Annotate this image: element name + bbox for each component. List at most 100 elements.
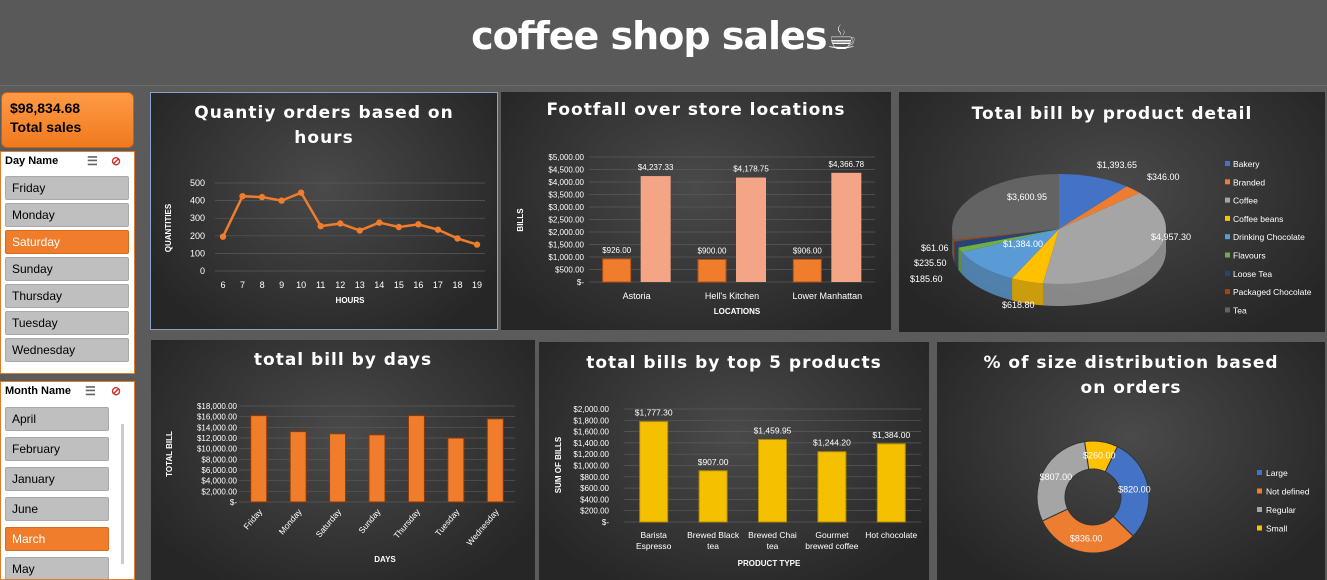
multi-select-icon[interactable]: ☰ (87, 154, 98, 168)
legend-label: Not defined (1266, 487, 1310, 497)
bar (697, 259, 727, 283)
slicer-item-friday[interactable]: Friday (5, 176, 129, 200)
slicer-item-june[interactable]: June (5, 497, 109, 521)
footfall-bar-chart: $- $500.00 $1,000.00 $1,500.00 $2,000.00 $2,5… (516, 153, 875, 316)
x-tick-label: 7 (240, 280, 245, 290)
slicer-item-sunday[interactable]: Sunday (5, 257, 129, 281)
legend-swatch (1257, 525, 1262, 531)
y-tick-label: $18,000.00 (197, 402, 238, 411)
data-label: $185.60 (910, 274, 943, 284)
data-label: $346.00 (1147, 172, 1180, 182)
x-tick-label: Lower Manhattan (793, 291, 863, 301)
top5-chart-panel: total bills by top 5 products $- $200.00 $… (539, 342, 929, 580)
data-point (454, 235, 461, 242)
x-tick-label: 15 (394, 280, 404, 290)
slicer-item-february[interactable]: February (5, 437, 109, 461)
data-point (395, 223, 403, 231)
y-tick-label: $16,000.00 (197, 413, 238, 422)
footfall-chart-panel: Footfall over store locations $- $500.00 $… (501, 92, 891, 330)
x-tick-label: Sunday (356, 506, 383, 535)
page-title: coffee shop sales☕ (471, 14, 857, 58)
slicer-item-january[interactable]: January (5, 467, 109, 491)
pie-slice-side (1042, 229, 1166, 306)
data-label: $1,777.30 (635, 408, 673, 418)
pie-slice-side (958, 247, 963, 275)
legend-label: Branded (1233, 177, 1265, 187)
clear-filter-icon[interactable]: ⊘ (111, 384, 122, 398)
legend-swatch (1225, 215, 1230, 221)
donut-slice (1041, 508, 1134, 554)
x-tick-label: Hell's Kitchen (705, 291, 759, 301)
donut-slice (1084, 440, 1119, 473)
x-tick-label: tea (767, 541, 779, 551)
y-tick-label: $2,000.00 (201, 487, 237, 496)
legend-label: Tea (1233, 305, 1247, 315)
data-label: $4,178.75 (733, 165, 769, 174)
legend-label: Coffee beans (1233, 214, 1283, 224)
slicer-item-april[interactable]: April (5, 407, 109, 431)
x-tick-label: brewed coffee (805, 541, 859, 551)
x-tick-label: Saturday (314, 506, 344, 539)
legend-swatch (1257, 470, 1262, 475)
chart-title: Total bill by product detail (971, 104, 1253, 124)
x-tick-label: tea (707, 541, 719, 551)
multi-select-icon[interactable]: ☰ (85, 384, 96, 398)
slicer-item-may[interactable]: May (5, 557, 109, 579)
top5-bar-chart: $- $200.00 $400.00 $600.00 $800.00 $1,000.00 $… (554, 405, 921, 568)
y-tick-label: $- (230, 498, 237, 507)
series-line (221, 191, 478, 246)
x-tick-label: Espresso (636, 541, 672, 551)
legend-label: Regular (1266, 505, 1296, 515)
legend-label: Loose Tea (1233, 269, 1272, 279)
y-axis-title: SUM OF BILLS (554, 436, 563, 493)
pie-slice (1059, 174, 1127, 229)
x-axis-title: LOCATIONS (714, 307, 761, 316)
x-tick-label: Brewed Chai (748, 530, 797, 540)
slicer-scrollbar[interactable] (121, 424, 124, 564)
legend-swatch (1257, 488, 1262, 494)
pie-slice-side (1012, 278, 1043, 306)
x-tick-label: Astoria (623, 291, 651, 301)
donut-slice (1036, 441, 1090, 522)
data-label: $260.00 (1083, 450, 1116, 460)
y-tick-label: $2,000.00 (573, 405, 609, 414)
bar (486, 418, 504, 503)
chart-title: total bill by days (253, 350, 433, 370)
data-point (219, 233, 227, 240)
header-band (0, 0, 1327, 86)
slicer-item-wednesday[interactable]: Wednesday (5, 338, 129, 362)
slicer-item-monday[interactable]: Monday (5, 203, 129, 227)
slicer-item-march[interactable]: March (5, 527, 109, 551)
y-axis-title: TOTAL BILL (165, 431, 174, 477)
y-tick-label: $400.00 (580, 495, 609, 504)
total-sales-label: Total sales (10, 119, 82, 135)
data-point (415, 221, 422, 228)
x-tick-label: 14 (374, 280, 384, 290)
y-tick-label: $1,500.00 (548, 241, 584, 250)
data-label: $1,459.95 (754, 426, 792, 436)
pie-slice (954, 229, 1059, 248)
data-label: $907.00 (698, 457, 729, 467)
data-label: $3,600.95 (1007, 192, 1047, 202)
slicer-item-tuesday[interactable]: Tuesday (5, 311, 129, 335)
bar (698, 470, 728, 523)
legend-label: Large (1266, 468, 1288, 478)
y-tick-label: $14,000.00 (197, 423, 238, 432)
x-tick-label: 12 (335, 280, 345, 290)
pie-slice (962, 229, 1059, 279)
days-chart-panel: total bill by days $- $2,000.00 $4,000.00 $… (151, 340, 535, 580)
coffee-cup-icon: ☕ (826, 18, 857, 58)
y-axis-title: BILLS (516, 208, 525, 232)
data-point (297, 189, 305, 196)
data-label: $807.00 (1040, 472, 1073, 482)
slicer-item-thursday[interactable]: Thursday (5, 284, 129, 308)
x-tick-label: 13 (355, 280, 365, 290)
slicer-item-saturday[interactable]: Saturday (5, 230, 129, 254)
legend-swatch (1225, 307, 1230, 313)
x-tick-label: 8 (260, 280, 265, 290)
bar (831, 172, 862, 282)
x-tick-label: Brewed Black (687, 530, 740, 540)
clear-filter-icon[interactable]: ⊘ (111, 154, 122, 168)
x-tick-label: 6 (220, 280, 225, 290)
data-label: $1,244.20 (813, 438, 851, 448)
